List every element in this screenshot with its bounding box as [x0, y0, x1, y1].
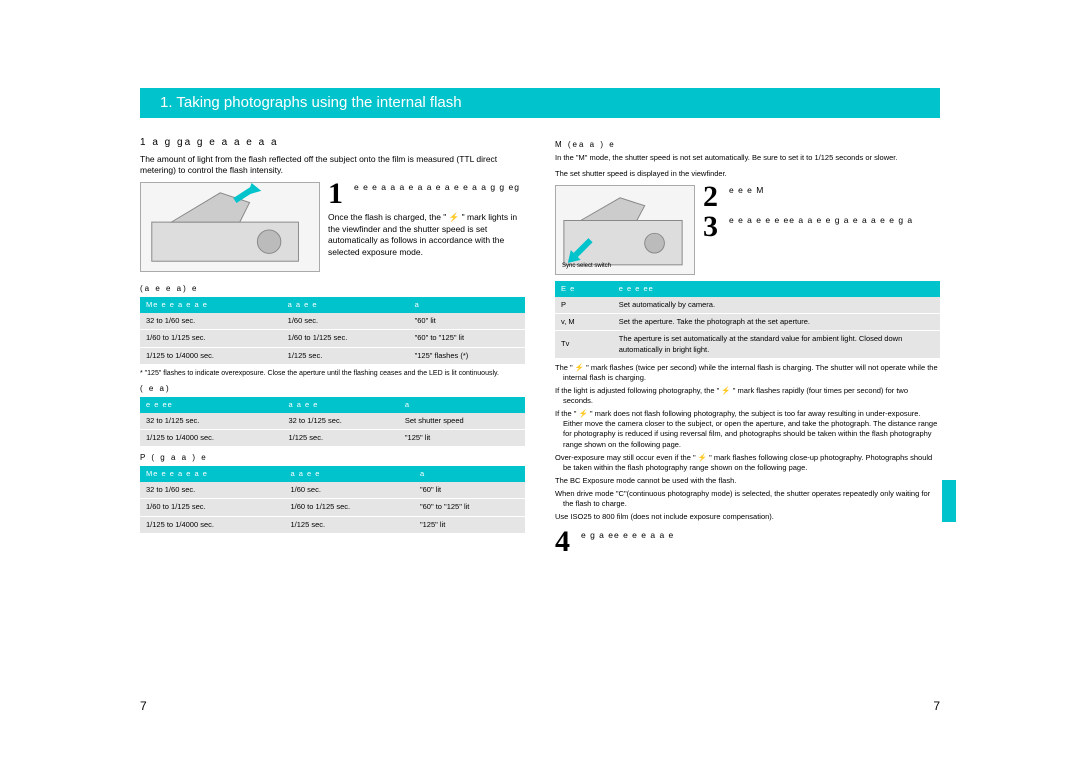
t3-h1: Me e e a e a e — [140, 466, 285, 482]
table-3-caption: P ( g a a ) e — [140, 453, 525, 464]
section-tab-icon — [942, 480, 956, 522]
note-item: The " ⚡ " mark flashes (twice per second… — [555, 363, 940, 383]
step-1-body: Once the flash is charged, the " ⚡ " mar… — [328, 212, 525, 258]
table-2-caption: ( e a) — [140, 384, 525, 395]
step-1-letters: e e e a a a e a a e a e e a a g g eg — [354, 182, 520, 206]
right-column: M (ea a ) e In the "M" mode, the shutter… — [555, 88, 940, 723]
step-2-3-block: Sync select switch 2 e e e M 3 e e a e e… — [555, 185, 940, 275]
left-heading: 1 a g ga g e a a e a a — [140, 136, 525, 150]
step-number-1: 1 — [328, 182, 348, 206]
note-item: If the light is adjusted following photo… — [555, 386, 940, 406]
manual-spread: 1. Taking photographs using the internal… — [0, 0, 1080, 763]
intro-paragraph: The amount of light from the flash refle… — [140, 154, 525, 177]
t3-h3: a — [414, 466, 525, 482]
sync-switch-label: Sync select switch — [562, 262, 611, 270]
section-title: 1. Taking photographs using the internal… — [160, 94, 462, 111]
note-item: Over-exposure may still occur even if th… — [555, 453, 940, 473]
t2-h2: a a e e — [282, 397, 398, 413]
m-mode-body2: The set shutter speed is displayed in th… — [555, 169, 940, 179]
note-item: If the " ⚡ " mark does not flash followi… — [555, 409, 940, 450]
t1-h2: a a e e — [282, 297, 409, 313]
t2-h1: e e ee — [140, 397, 282, 413]
table-1-footnote: * "125" flashes to indicate overexposure… — [148, 369, 525, 378]
section-title-bar: 1. Taking photographs using the internal… — [140, 88, 940, 118]
t3-h2: a a e e — [285, 466, 414, 482]
step-1-block: 1 e e e a a a e a a e a e e a a g g eg O… — [140, 182, 525, 278]
shutter-table-1: Me e e a e a e a a e e a 32 to 1/60 sec.… — [140, 297, 525, 365]
page-number-left: 7 — [140, 699, 147, 713]
note-item: When drive mode "C"(continuous photograp… — [555, 489, 940, 509]
t4-h2: e e e ee — [613, 281, 940, 297]
page-number-right: 7 — [933, 699, 940, 713]
step-number-2: 2 — [703, 185, 723, 209]
exposure-mode-table: E e e e e ee PSet automatically by camer… — [555, 281, 940, 359]
step-number-3: 3 — [703, 215, 723, 239]
note-item: The BC Exposure mode cannot be used with… — [555, 476, 940, 486]
left-column: 1 a g ga g e a a e a a The amount of lig… — [140, 88, 525, 723]
note-item: Use ISO25 to 800 film (does not include … — [555, 512, 940, 522]
notes-list: The " ⚡ " mark flashes (twice per second… — [555, 363, 940, 523]
step-3-text: e e a e e e ee a a e e g a e a a e e g a — [729, 215, 913, 239]
shutter-table-2: e e ee a a e e a 32 to 1/125 sec.32 to 1… — [140, 397, 525, 447]
t4-h1: E e — [555, 281, 613, 297]
camera-illustration-1 — [140, 182, 320, 272]
t2-h3: a — [399, 397, 525, 413]
step-4-text: e g a ee e e e a a e — [581, 530, 674, 554]
step-2-text: e e e M — [729, 185, 764, 209]
table-1-caption: (a e e a) e — [140, 284, 525, 295]
t1-h1: Me e e a e a e — [140, 297, 282, 313]
shutter-table-3: Me e e a e a e a a e e a 32 to 1/60 sec.… — [140, 466, 525, 534]
m-mode-heading: M (ea a ) e — [555, 140, 940, 151]
step-number-4: 4 — [555, 530, 575, 554]
camera-illustration-2: Sync select switch — [555, 185, 695, 275]
t1-h3: a — [409, 297, 525, 313]
m-mode-body: In the "M" mode, the shutter speed is no… — [555, 153, 940, 163]
